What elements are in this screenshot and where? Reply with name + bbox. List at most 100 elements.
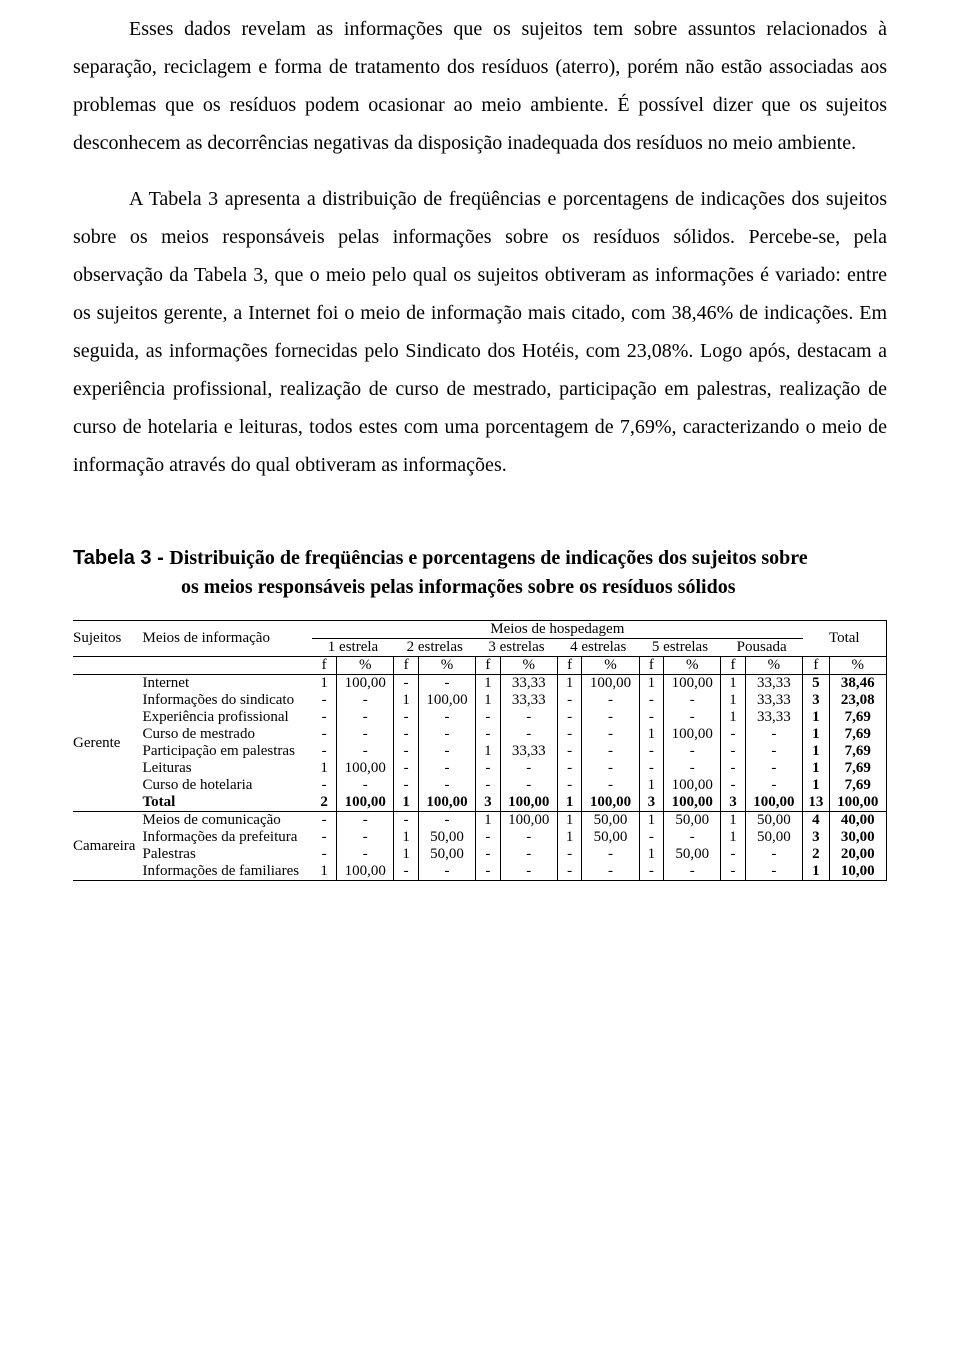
table-cell: 33,33 [500,743,557,760]
table-cell: - [557,709,582,726]
subheader-pct: % [418,657,475,675]
frequency-table: Sujeitos Meios de informação Meios de ho… [73,620,887,881]
table-cell-total: 30,00 [829,829,886,846]
table-cell: 50,00 [418,829,475,846]
table-cell: 33,33 [745,675,802,693]
table-cell-total: 10,00 [829,863,886,881]
table-cell: - [500,726,557,743]
table-cell: - [476,709,501,726]
table-cell: - [582,743,639,760]
table-cell: 50,00 [582,812,639,830]
table-cell: - [557,846,582,863]
table-cell-total: 3 [803,692,830,709]
table-cell: 1 [476,692,501,709]
table-cell: - [582,692,639,709]
table-cell: - [418,743,475,760]
table-cell: - [557,692,582,709]
table-cell: 100,00 [664,726,721,743]
header-pousada: Pousada [721,639,803,657]
row-label: Informações da prefeitura [142,829,312,846]
table-cell: - [394,777,419,794]
table-cell: - [721,743,746,760]
table-cell: - [394,743,419,760]
table-cell: - [337,812,394,830]
table-cell: - [664,692,721,709]
table-cell: 3 [476,794,501,812]
table-cell: 100,00 [337,794,394,812]
table-cell-total: 100,00 [829,794,886,812]
row-label: Palestras [142,846,312,863]
table-cell: - [337,726,394,743]
table-cell: 1 [312,675,337,693]
table-cell: 33,33 [745,709,802,726]
table-cell: - [721,726,746,743]
table-cell: 100,00 [664,777,721,794]
table-cell: - [582,726,639,743]
table-title-line2: os meios responsáveis pelas informações … [73,573,887,602]
header-total: Total [803,621,887,657]
table-cell: - [582,777,639,794]
table-cell: - [557,726,582,743]
table-cell: - [476,777,501,794]
table-cell: 100,00 [582,794,639,812]
header-sujeitos: Sujeitos [73,621,142,657]
subheader-f: f [312,657,337,675]
table-cell: - [418,709,475,726]
table-cell-total: 23,08 [829,692,886,709]
table-cell: - [582,760,639,777]
table-cell: - [312,829,337,846]
table-cell: - [500,777,557,794]
table-cell-total: 3 [803,829,830,846]
table-cell: - [312,812,337,830]
table-cell: - [582,709,639,726]
table-cell: - [312,743,337,760]
table-cell: - [476,760,501,777]
table-cell: 1 [721,692,746,709]
table-cell: - [418,760,475,777]
table-cell: 1 [394,794,419,812]
table-cell: 33,33 [745,692,802,709]
table-caption: Tabela 3 - Distribuição de freqüências e… [73,544,887,602]
table-cell: - [745,777,802,794]
table-cell: - [557,743,582,760]
subheader-f: f [557,657,582,675]
row-label: Total [142,794,312,812]
header-2-estrelas: 2 estrelas [394,639,476,657]
table-cell: - [337,777,394,794]
table-cell: 1 [394,692,419,709]
row-label: Leituras [142,760,312,777]
subheader-blank [142,657,312,675]
subheader-pct: % [500,657,557,675]
table-cell: - [664,709,721,726]
table-cell: - [418,675,475,693]
row-label: Experiência profissional [142,709,312,726]
table-cell: - [337,846,394,863]
table-cell: 1 [557,812,582,830]
table-cell-total: 13 [803,794,830,812]
header-meios-info: Meios de informação [142,621,312,657]
subheader-f: f [803,657,830,675]
table-cell-total: 38,46 [829,675,886,693]
table-cell: 33,33 [500,692,557,709]
table-cell: - [312,709,337,726]
table-cell: 1 [639,726,664,743]
table-cell: 2 [312,794,337,812]
table-cell: 1 [557,794,582,812]
table-cell: - [394,709,419,726]
table-cell: - [557,760,582,777]
table-cell: - [476,846,501,863]
table-cell: 100,00 [418,692,475,709]
paragraph-2: A Tabela 3 apresenta a distribuição de f… [73,180,887,484]
table-cell: 1 [557,829,582,846]
table-cell: - [500,760,557,777]
subject-label: Gerente [73,675,142,812]
table-cell: - [664,760,721,777]
table-cell: - [418,812,475,830]
table-cell-total: 1 [803,726,830,743]
table-cell: - [500,846,557,863]
table-cell: - [337,743,394,760]
row-label: Curso de mestrado [142,726,312,743]
table-cell: - [418,726,475,743]
table-cell: - [337,709,394,726]
table-cell: 3 [639,794,664,812]
